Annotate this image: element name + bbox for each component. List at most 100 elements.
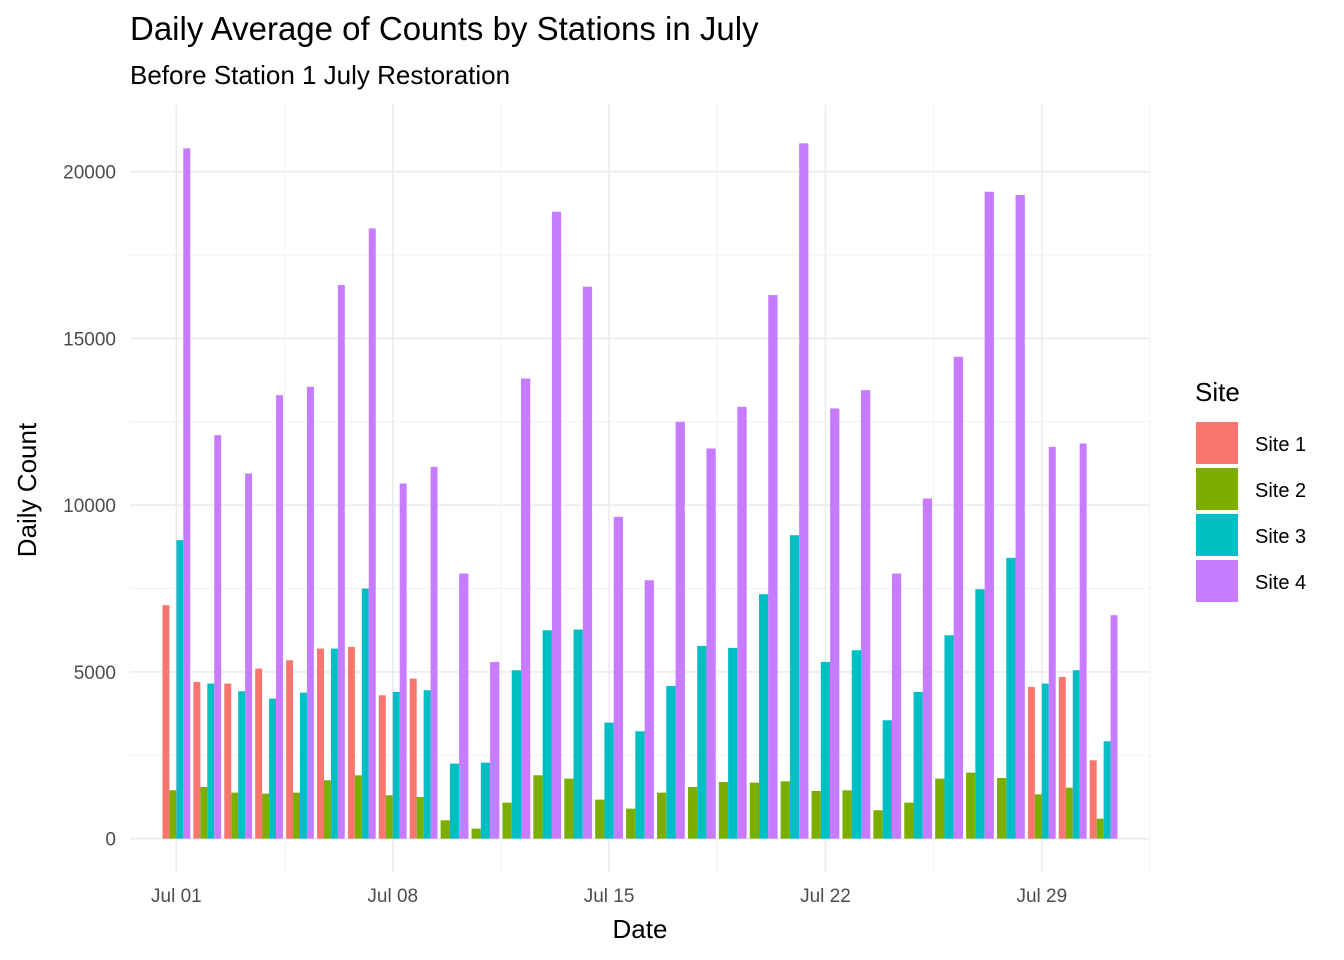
bar-site-1-jul-01 xyxy=(162,605,170,839)
bar-site-1-jul-07 xyxy=(347,646,355,839)
bar-site-2-jul-13 xyxy=(533,775,543,839)
y-tick-label: 20000 xyxy=(63,163,116,184)
bar-site-4-jul-23 xyxy=(861,390,871,839)
bar-site-3-jul-10 xyxy=(449,763,460,839)
bar-site-3-jul-19 xyxy=(728,647,738,839)
bar-site-3-jul-16 xyxy=(635,731,645,839)
legend-key-site-3 xyxy=(1196,514,1238,556)
bar-site-4-jul-13 xyxy=(551,211,562,839)
x-tick-label: Jul 15 xyxy=(584,886,635,907)
bar-site-3-jul-20 xyxy=(759,594,769,839)
bar-site-2-jul-10 xyxy=(440,820,450,839)
bar-site-1-jul-05 xyxy=(286,660,294,839)
bar-site-2-jul-22 xyxy=(811,790,821,839)
bar-site-4-jul-22 xyxy=(830,408,840,839)
bar-site-3-jul-29 xyxy=(1041,683,1049,839)
bar-site-1-jul-06 xyxy=(317,648,324,839)
bar-site-4-jul-05 xyxy=(306,386,314,839)
bar-site-4-jul-09 xyxy=(430,466,438,839)
bar-site-3-jul-06 xyxy=(330,648,338,839)
chart-title: Daily Average of Counts by Stations in J… xyxy=(130,10,759,47)
bar-site-4-jul-07 xyxy=(368,228,376,839)
bar-site-2-jul-05 xyxy=(293,792,300,839)
bar-site-2-jul-06 xyxy=(323,780,331,839)
legend-label: Site 4 xyxy=(1255,572,1306,594)
bar-site-2-jul-08 xyxy=(385,795,393,839)
bar-site-3-jul-07 xyxy=(361,588,369,839)
bar-site-4-jul-15 xyxy=(613,516,623,839)
bar-site-4-jul-14 xyxy=(582,286,593,839)
bar-site-3-jul-04 xyxy=(269,698,277,839)
bar-site-4-jul-10 xyxy=(459,573,469,839)
bars xyxy=(162,143,1118,839)
bar-site-2-jul-31 xyxy=(1096,818,1104,839)
bar-site-2-jul-28 xyxy=(997,777,1007,839)
bar-site-4-jul-26 xyxy=(953,356,963,839)
bar-site-4-jul-06 xyxy=(337,285,345,839)
bar-site-4-jul-01 xyxy=(183,148,191,839)
bar-site-2-jul-24 xyxy=(873,810,883,839)
bar-site-1-jul-30 xyxy=(1058,676,1066,839)
bar-site-4-jul-02 xyxy=(214,435,222,839)
bar-site-2-jul-29 xyxy=(1034,794,1042,839)
bar-site-2-jul-03 xyxy=(231,792,239,839)
x-tick-label: Jul 08 xyxy=(367,886,418,907)
bar-site-3-jul-22 xyxy=(820,661,831,839)
y-tick-label: 5000 xyxy=(74,663,116,684)
bar-site-1-jul-02 xyxy=(193,681,201,839)
bar-site-2-jul-20 xyxy=(749,782,759,839)
bar-site-2-jul-16 xyxy=(626,808,636,839)
bar-site-2-jul-11 xyxy=(471,828,481,839)
bar-site-3-jul-31 xyxy=(1103,741,1111,839)
bar-site-3-jul-02 xyxy=(207,683,215,839)
x-tick-label: Jul 01 xyxy=(151,886,202,907)
bar-site-2-jul-26 xyxy=(935,778,945,839)
bar-site-1-jul-09 xyxy=(409,678,417,839)
bar-site-3-jul-24 xyxy=(882,720,892,839)
bar-site-4-jul-11 xyxy=(490,661,500,839)
bar-site-3-jul-30 xyxy=(1072,670,1080,839)
bar-site-4-jul-31 xyxy=(1110,615,1118,839)
bar-site-2-jul-04 xyxy=(262,793,270,839)
bar-site-3-jul-28 xyxy=(1006,557,1016,839)
bar-site-1-jul-03 xyxy=(224,683,232,839)
bar-site-4-jul-20 xyxy=(768,295,778,839)
legend-key-site-1 xyxy=(1196,422,1238,464)
bar-site-4-jul-25 xyxy=(922,498,933,839)
bar-site-3-jul-27 xyxy=(975,589,985,839)
legend-label: Site 1 xyxy=(1255,434,1306,456)
bar-site-3-jul-26 xyxy=(944,635,954,839)
y-tick-label: 10000 xyxy=(63,496,116,517)
x-axis-ticks: Jul 01 Jul 08 Jul 15 Jul 22 Jul 29 xyxy=(151,886,1067,907)
bar-site-3-jul-18 xyxy=(697,645,707,839)
y-axis-title: Daily Count xyxy=(12,422,42,557)
bar-site-3-jul-14 xyxy=(573,629,583,839)
bar-site-3-jul-08 xyxy=(392,691,400,839)
bar-site-3-jul-05 xyxy=(300,692,307,839)
bar-site-2-jul-12 xyxy=(502,802,512,839)
bar-site-4-jul-29 xyxy=(1048,446,1056,839)
bar-site-2-jul-09 xyxy=(416,796,424,839)
bar-site-4-jul-24 xyxy=(891,573,902,839)
bar-site-3-jul-09 xyxy=(423,690,431,839)
legend-key-site-4 xyxy=(1196,560,1238,602)
bar-site-4-jul-18 xyxy=(706,448,716,839)
bar-site-1-jul-31 xyxy=(1089,760,1097,839)
bar-site-4-jul-04 xyxy=(276,395,283,839)
legend-label: Site 3 xyxy=(1255,526,1306,548)
bar-site-4-jul-12 xyxy=(521,378,531,839)
bar-site-3-jul-15 xyxy=(604,722,614,839)
bar-site-2-jul-14 xyxy=(564,778,574,839)
legend: Site Site 1 Site 2 Site 3 Site 4 xyxy=(1195,377,1306,602)
bar-site-2-jul-02 xyxy=(200,786,208,839)
x-tick-label: Jul 22 xyxy=(800,886,851,907)
y-tick-label: 0 xyxy=(105,830,116,851)
bar-site-2-jul-27 xyxy=(966,772,976,839)
x-tick-label: Jul 29 xyxy=(1016,886,1067,907)
bar-site-3-jul-11 xyxy=(480,762,491,839)
bar-site-2-jul-15 xyxy=(595,799,605,839)
x-axis-title: Date xyxy=(613,914,668,944)
bar-site-2-jul-19 xyxy=(718,781,729,839)
bar-site-1-jul-04 xyxy=(255,668,263,839)
bar-site-3-jul-01 xyxy=(176,540,184,839)
